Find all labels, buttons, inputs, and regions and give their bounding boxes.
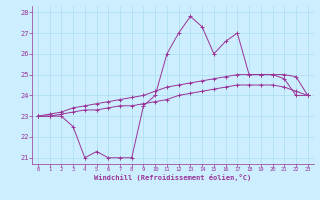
X-axis label: Windchill (Refroidissement éolien,°C): Windchill (Refroidissement éolien,°C) <box>94 174 252 181</box>
